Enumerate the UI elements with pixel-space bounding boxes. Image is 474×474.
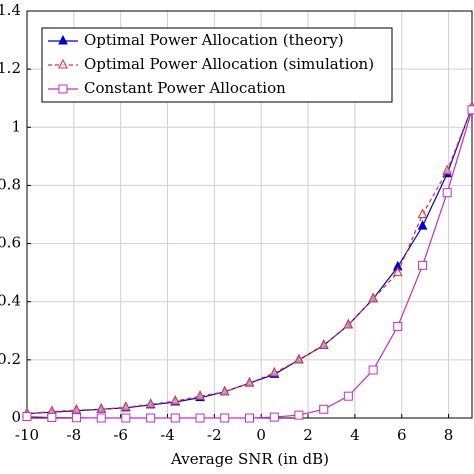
y-tick-label: 0.8 <box>0 175 21 193</box>
y-tick-label: 0.2 <box>0 350 21 368</box>
marker <box>368 365 378 375</box>
legend-label: Constant Power Allocation <box>84 79 286 97</box>
series-line <box>26 109 473 419</box>
series-line <box>26 106 473 415</box>
marker <box>294 353 304 364</box>
marker <box>392 266 403 277</box>
marker <box>58 34 68 45</box>
marker <box>343 391 353 401</box>
marker <box>96 413 106 423</box>
y-tick-label: 0.4 <box>0 292 21 310</box>
marker <box>170 413 180 423</box>
marker <box>467 105 474 115</box>
marker <box>318 339 329 349</box>
marker <box>58 84 68 94</box>
marker <box>145 398 156 408</box>
marker <box>58 58 68 69</box>
marker <box>146 413 156 423</box>
y-tick-label: 1 <box>11 117 21 135</box>
marker <box>71 404 82 414</box>
marker <box>195 390 205 400</box>
x-tick-label: -6 <box>113 426 128 444</box>
x-tick-label: 4 <box>350 426 360 444</box>
series-line <box>26 106 473 415</box>
marker <box>269 412 279 422</box>
x-tick-label: 0 <box>256 426 266 444</box>
marker <box>121 401 131 411</box>
marker <box>269 366 280 377</box>
marker <box>121 413 131 423</box>
x-tick-label: 8 <box>444 426 454 444</box>
marker <box>442 164 452 175</box>
marker <box>244 376 255 387</box>
marker <box>442 188 452 198</box>
legend-box <box>41 27 393 103</box>
marker <box>319 404 329 414</box>
marker <box>71 413 81 423</box>
y-tick-label: 0 <box>11 408 21 426</box>
legend-label: Optimal Power Allocation (theory) <box>84 31 344 49</box>
x-tick-label: -2 <box>207 426 222 444</box>
marker <box>417 220 428 230</box>
y-tick-label: 0.6 <box>0 234 21 252</box>
marker <box>47 412 57 422</box>
marker <box>170 395 181 405</box>
x-tick-label: -8 <box>67 426 82 444</box>
marker <box>417 208 428 218</box>
marker <box>294 410 304 420</box>
marker <box>195 413 205 423</box>
x-tick-label: -10 <box>15 426 39 444</box>
marker <box>219 385 230 396</box>
marker <box>220 413 230 423</box>
y-tick-label: 1.2 <box>0 59 21 77</box>
legend-label: Optimal Power Allocation (simulation) <box>84 55 374 73</box>
y-tick-label: 1.4 <box>0 1 21 19</box>
marker <box>245 413 254 423</box>
x-tick-label: 6 <box>397 426 407 444</box>
marker <box>368 292 378 303</box>
marker <box>22 412 32 422</box>
x-tick-label: 2 <box>303 426 313 444</box>
marker <box>418 260 428 270</box>
x-axis-label: Average SNR (in dB) <box>170 450 329 468</box>
marker <box>343 318 354 329</box>
marker <box>393 321 403 331</box>
x-tick-label: -4 <box>160 426 175 444</box>
marker <box>96 403 107 413</box>
